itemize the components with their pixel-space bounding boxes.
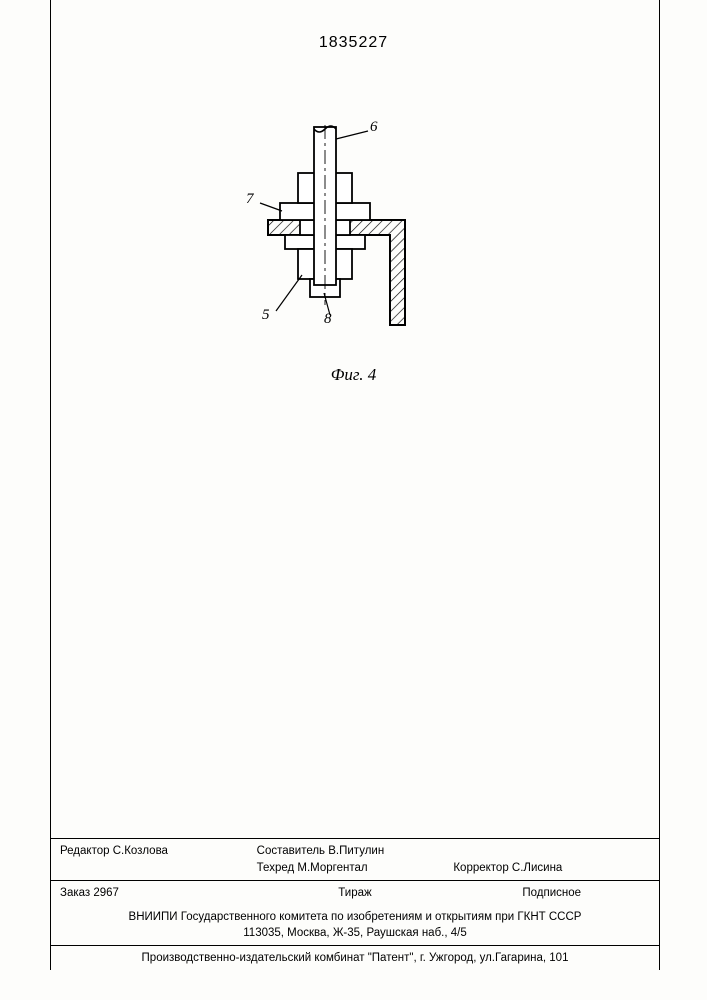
corrector-label: Корректор	[453, 862, 508, 874]
footer-org: ВНИИПИ Государственного комитета по изоб…	[50, 905, 660, 945]
footer-row-1: Редактор С.Козлова Составитель В.Питулин…	[50, 838, 660, 879]
order-label: Заказ	[60, 887, 90, 899]
techred-name: М.Моргентал	[297, 862, 367, 874]
composer-name: В.Питулин	[328, 845, 384, 857]
order-cell: Заказ 2967	[60, 885, 257, 901]
callout-6: 6	[370, 119, 378, 136]
address-line: 113035, Москва, Ж-35, Раушская наб., 4/5	[243, 927, 466, 939]
footer-block: Редактор С.Козлова Составитель В.Питулин…	[50, 838, 660, 970]
patent-number: 1835227	[0, 34, 707, 52]
footer-row-2: Заказ 2967 Тираж Подписное	[50, 880, 660, 905]
editor-cell: Редактор С.Козлова	[60, 843, 257, 875]
corrector-name: С.Лисина	[512, 862, 562, 874]
composer-cell: Составитель В.Питулин Техред М.Моргентал	[257, 843, 454, 875]
callout-8: 8	[324, 311, 332, 328]
composer-label: Составитель	[257, 845, 325, 857]
footer-production: Производственно-издательский комбинат "П…	[50, 945, 660, 970]
corrector-cell: Корректор С.Лисина	[453, 843, 650, 875]
org-line: ВНИИПИ Государственного комитета по изоб…	[129, 911, 582, 923]
tirazh-cell: Тираж	[257, 885, 454, 901]
callout-7: 7	[246, 191, 254, 208]
editor-label: Редактор	[60, 845, 110, 857]
callout-5: 5	[262, 307, 270, 324]
patent-page: 1835227	[0, 0, 707, 1000]
figure-4: 6 7 5 8	[230, 125, 470, 375]
editor-name: С.Козлова	[113, 845, 168, 857]
figure-label: Фиг. 4	[0, 365, 707, 385]
podpis-cell: Подписное	[453, 885, 650, 901]
order-num: 2967	[93, 887, 119, 899]
techred-label: Техред	[257, 862, 295, 874]
